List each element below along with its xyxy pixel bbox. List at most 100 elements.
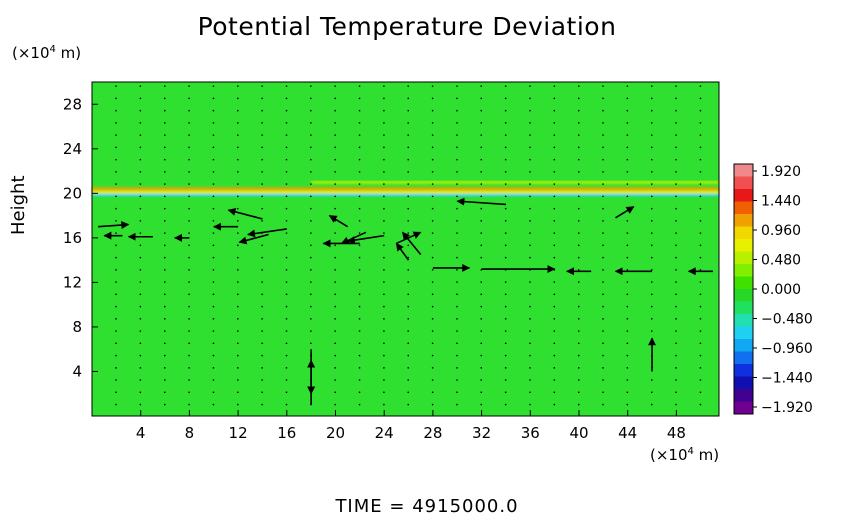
grid-dot	[553, 146, 556, 149]
grid-dot	[675, 85, 677, 87]
grid-dot	[407, 85, 409, 87]
grid-dot	[699, 122, 702, 124]
grid-dot	[577, 146, 580, 149]
colorbar-swatch	[734, 164, 753, 177]
grid-dot	[115, 293, 117, 296]
grid-dot	[651, 305, 653, 308]
wind-vector-0	[98, 221, 130, 230]
grid-dot	[212, 122, 215, 124]
x-tick-label: 16	[277, 424, 296, 442]
grid-dot	[261, 122, 263, 124]
grid-dot	[480, 207, 482, 210]
grid-dot	[480, 256, 482, 259]
grid-dot	[383, 183, 385, 185]
grid-dot	[553, 318, 556, 320]
grid-dot	[188, 220, 190, 222]
grid-dot	[261, 183, 263, 185]
grid-dot	[529, 305, 531, 308]
grid-dot	[164, 232, 166, 234]
grid-dot	[675, 183, 677, 185]
colorbar-swatch	[734, 201, 753, 215]
grid-dot	[651, 318, 653, 320]
grid-dot	[237, 183, 239, 185]
grid-dot	[675, 207, 677, 210]
grid-dot	[529, 97, 531, 100]
grid-dot	[407, 134, 409, 136]
grid-dot	[553, 232, 556, 234]
grid-dot	[602, 134, 604, 136]
grid-dot	[431, 342, 434, 345]
grid-dot	[504, 379, 507, 381]
grid-dot	[407, 354, 409, 357]
grid-dot	[115, 207, 117, 210]
grid-dot	[261, 158, 263, 161]
grid-dot	[529, 256, 531, 259]
grid-dot	[237, 379, 239, 381]
grid-dot	[237, 171, 239, 173]
grid-dot	[115, 85, 117, 87]
grid-dot	[651, 158, 653, 161]
grid-dot	[529, 293, 531, 296]
grid-dot	[602, 269, 604, 271]
grid-dot	[285, 183, 288, 185]
grid-dot	[188, 158, 190, 161]
grid-dot	[383, 354, 385, 357]
grid-dot	[675, 256, 677, 259]
grid-dot	[529, 379, 531, 381]
grid-dot	[237, 97, 239, 100]
grid-dot	[188, 269, 190, 271]
grid-dot	[115, 318, 117, 320]
grid-dot	[529, 109, 531, 112]
grid-dot	[553, 183, 556, 185]
grid-dot	[285, 109, 288, 112]
grid-dot	[285, 171, 288, 173]
grid-dot	[212, 379, 215, 381]
grid-dot	[699, 109, 702, 112]
grid-dot	[651, 379, 653, 381]
grid-dot	[334, 391, 336, 394]
colorbar-swatch	[734, 276, 753, 290]
grid-dot	[310, 158, 312, 161]
colorbar-label: −0.480	[761, 312, 813, 328]
wind-vector-5	[227, 207, 263, 220]
grid-dot	[115, 354, 117, 357]
grid-dot	[431, 195, 434, 198]
grid-dot	[310, 183, 312, 185]
grid-dot	[139, 97, 142, 100]
grid-dot	[577, 379, 580, 381]
grid-dot	[577, 354, 580, 357]
grid-dot	[383, 109, 385, 112]
grid-dot	[334, 330, 336, 332]
grid-dot	[237, 367, 239, 369]
grid-dot	[626, 379, 629, 381]
grid-dot	[139, 293, 142, 296]
grid-dot	[651, 220, 653, 222]
plot-frame	[91, 81, 720, 417]
grid-dot	[480, 391, 482, 394]
grid-dot	[310, 293, 312, 296]
grid-dot	[431, 171, 434, 173]
grid-dot	[261, 109, 263, 112]
grid-dot	[651, 171, 653, 173]
grid-dot	[310, 330, 312, 332]
grid-dot	[188, 330, 190, 332]
grid-dot	[334, 244, 336, 247]
grid-dot	[480, 158, 482, 161]
grid-dot	[480, 367, 482, 369]
grid-dot	[261, 85, 263, 87]
grid-dot	[699, 244, 702, 247]
grid-dot	[553, 220, 556, 222]
grid-dot	[383, 318, 385, 320]
grid-dot	[456, 97, 458, 100]
wind-vector-7	[238, 233, 269, 245]
colorbar-label: 0.000	[761, 282, 801, 298]
grid-dot	[115, 183, 117, 185]
grid-dot	[456, 367, 458, 369]
grid-dot	[383, 379, 385, 381]
grid-dot	[504, 97, 507, 100]
grid-dot	[577, 367, 580, 369]
grid-dot	[602, 109, 604, 112]
grid-dot	[310, 281, 312, 283]
grid-dot	[310, 342, 312, 345]
grid-dot	[407, 220, 409, 222]
